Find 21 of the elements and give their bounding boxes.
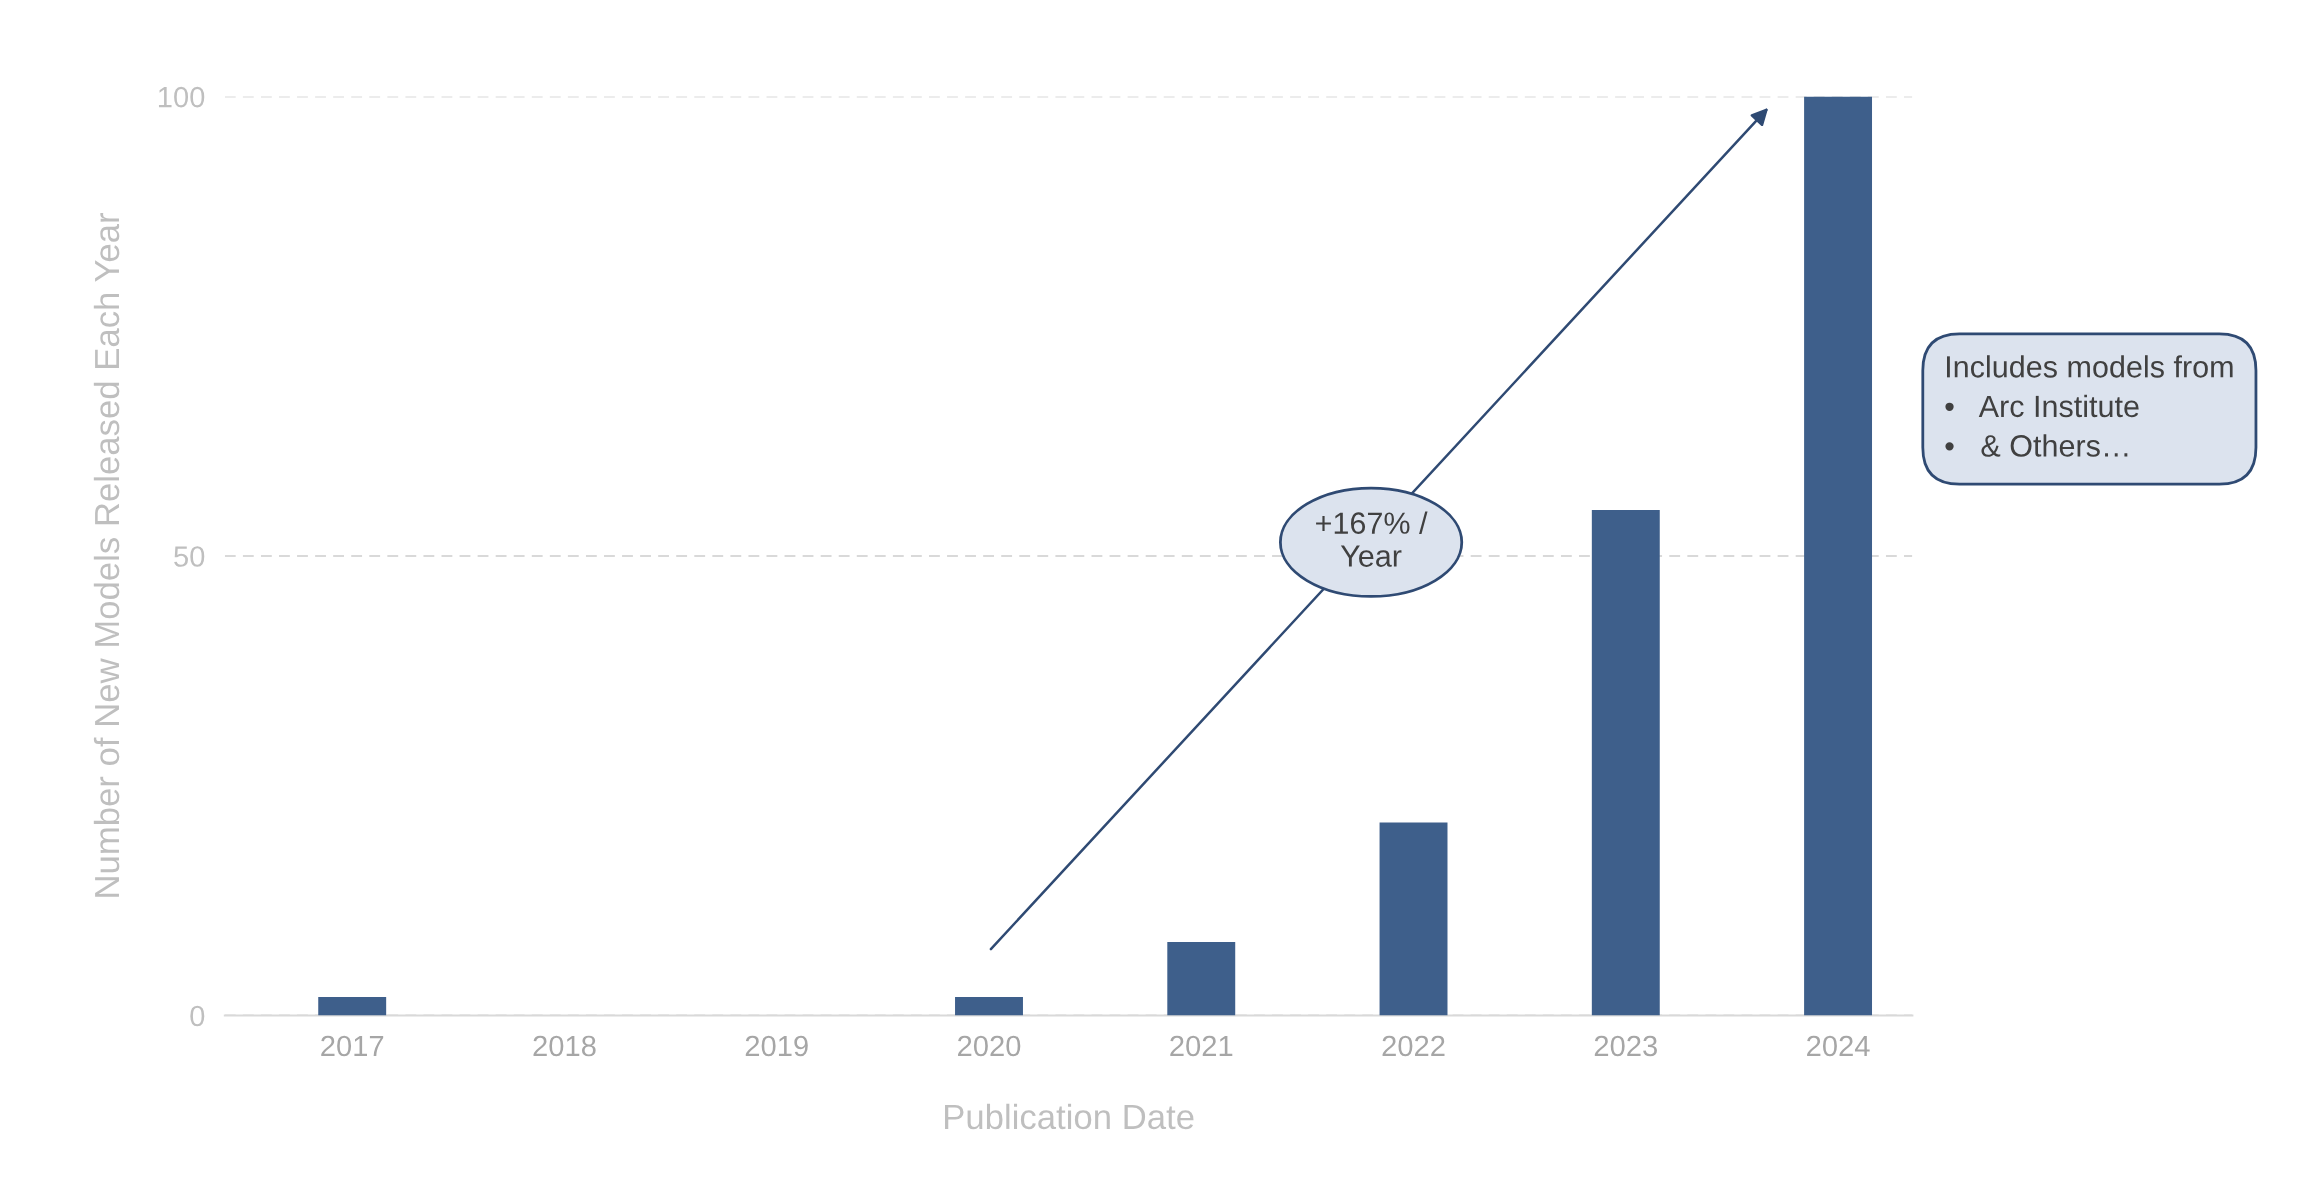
bar xyxy=(1167,941,1236,1016)
x-tick-label: 2019 xyxy=(745,1035,808,1057)
x-tick-label: 2020 xyxy=(958,1035,1021,1057)
bar xyxy=(318,997,387,1016)
bar xyxy=(955,997,1023,1016)
x-tick-label: 2024 xyxy=(1807,1035,1870,1057)
x-tick-label: 2022 xyxy=(1382,1035,1445,1057)
x-tick-label: 2021 xyxy=(1170,1035,1233,1057)
x-tick-label: 2023 xyxy=(1594,1035,1657,1057)
y-tick-label: 0 xyxy=(190,1005,205,1027)
y-tick-label: 100 xyxy=(158,86,205,108)
bar xyxy=(1804,96,1873,1016)
bar xyxy=(1379,822,1448,1016)
annotation: +167% / Year xyxy=(1316,511,1428,567)
y-axis-title: Number of New Models Released Each Year xyxy=(93,213,120,897)
x-axis-title: Publication Date xyxy=(945,1103,1194,1130)
text: Includes models from • Arc Institute • & Others… xyxy=(1945,355,2233,457)
x-tick-label: 2017 xyxy=(321,1035,384,1057)
x-tick-label: 2018 xyxy=(533,1035,596,1057)
y-tick-label: 50 xyxy=(174,546,205,567)
bar xyxy=(1591,510,1660,1016)
